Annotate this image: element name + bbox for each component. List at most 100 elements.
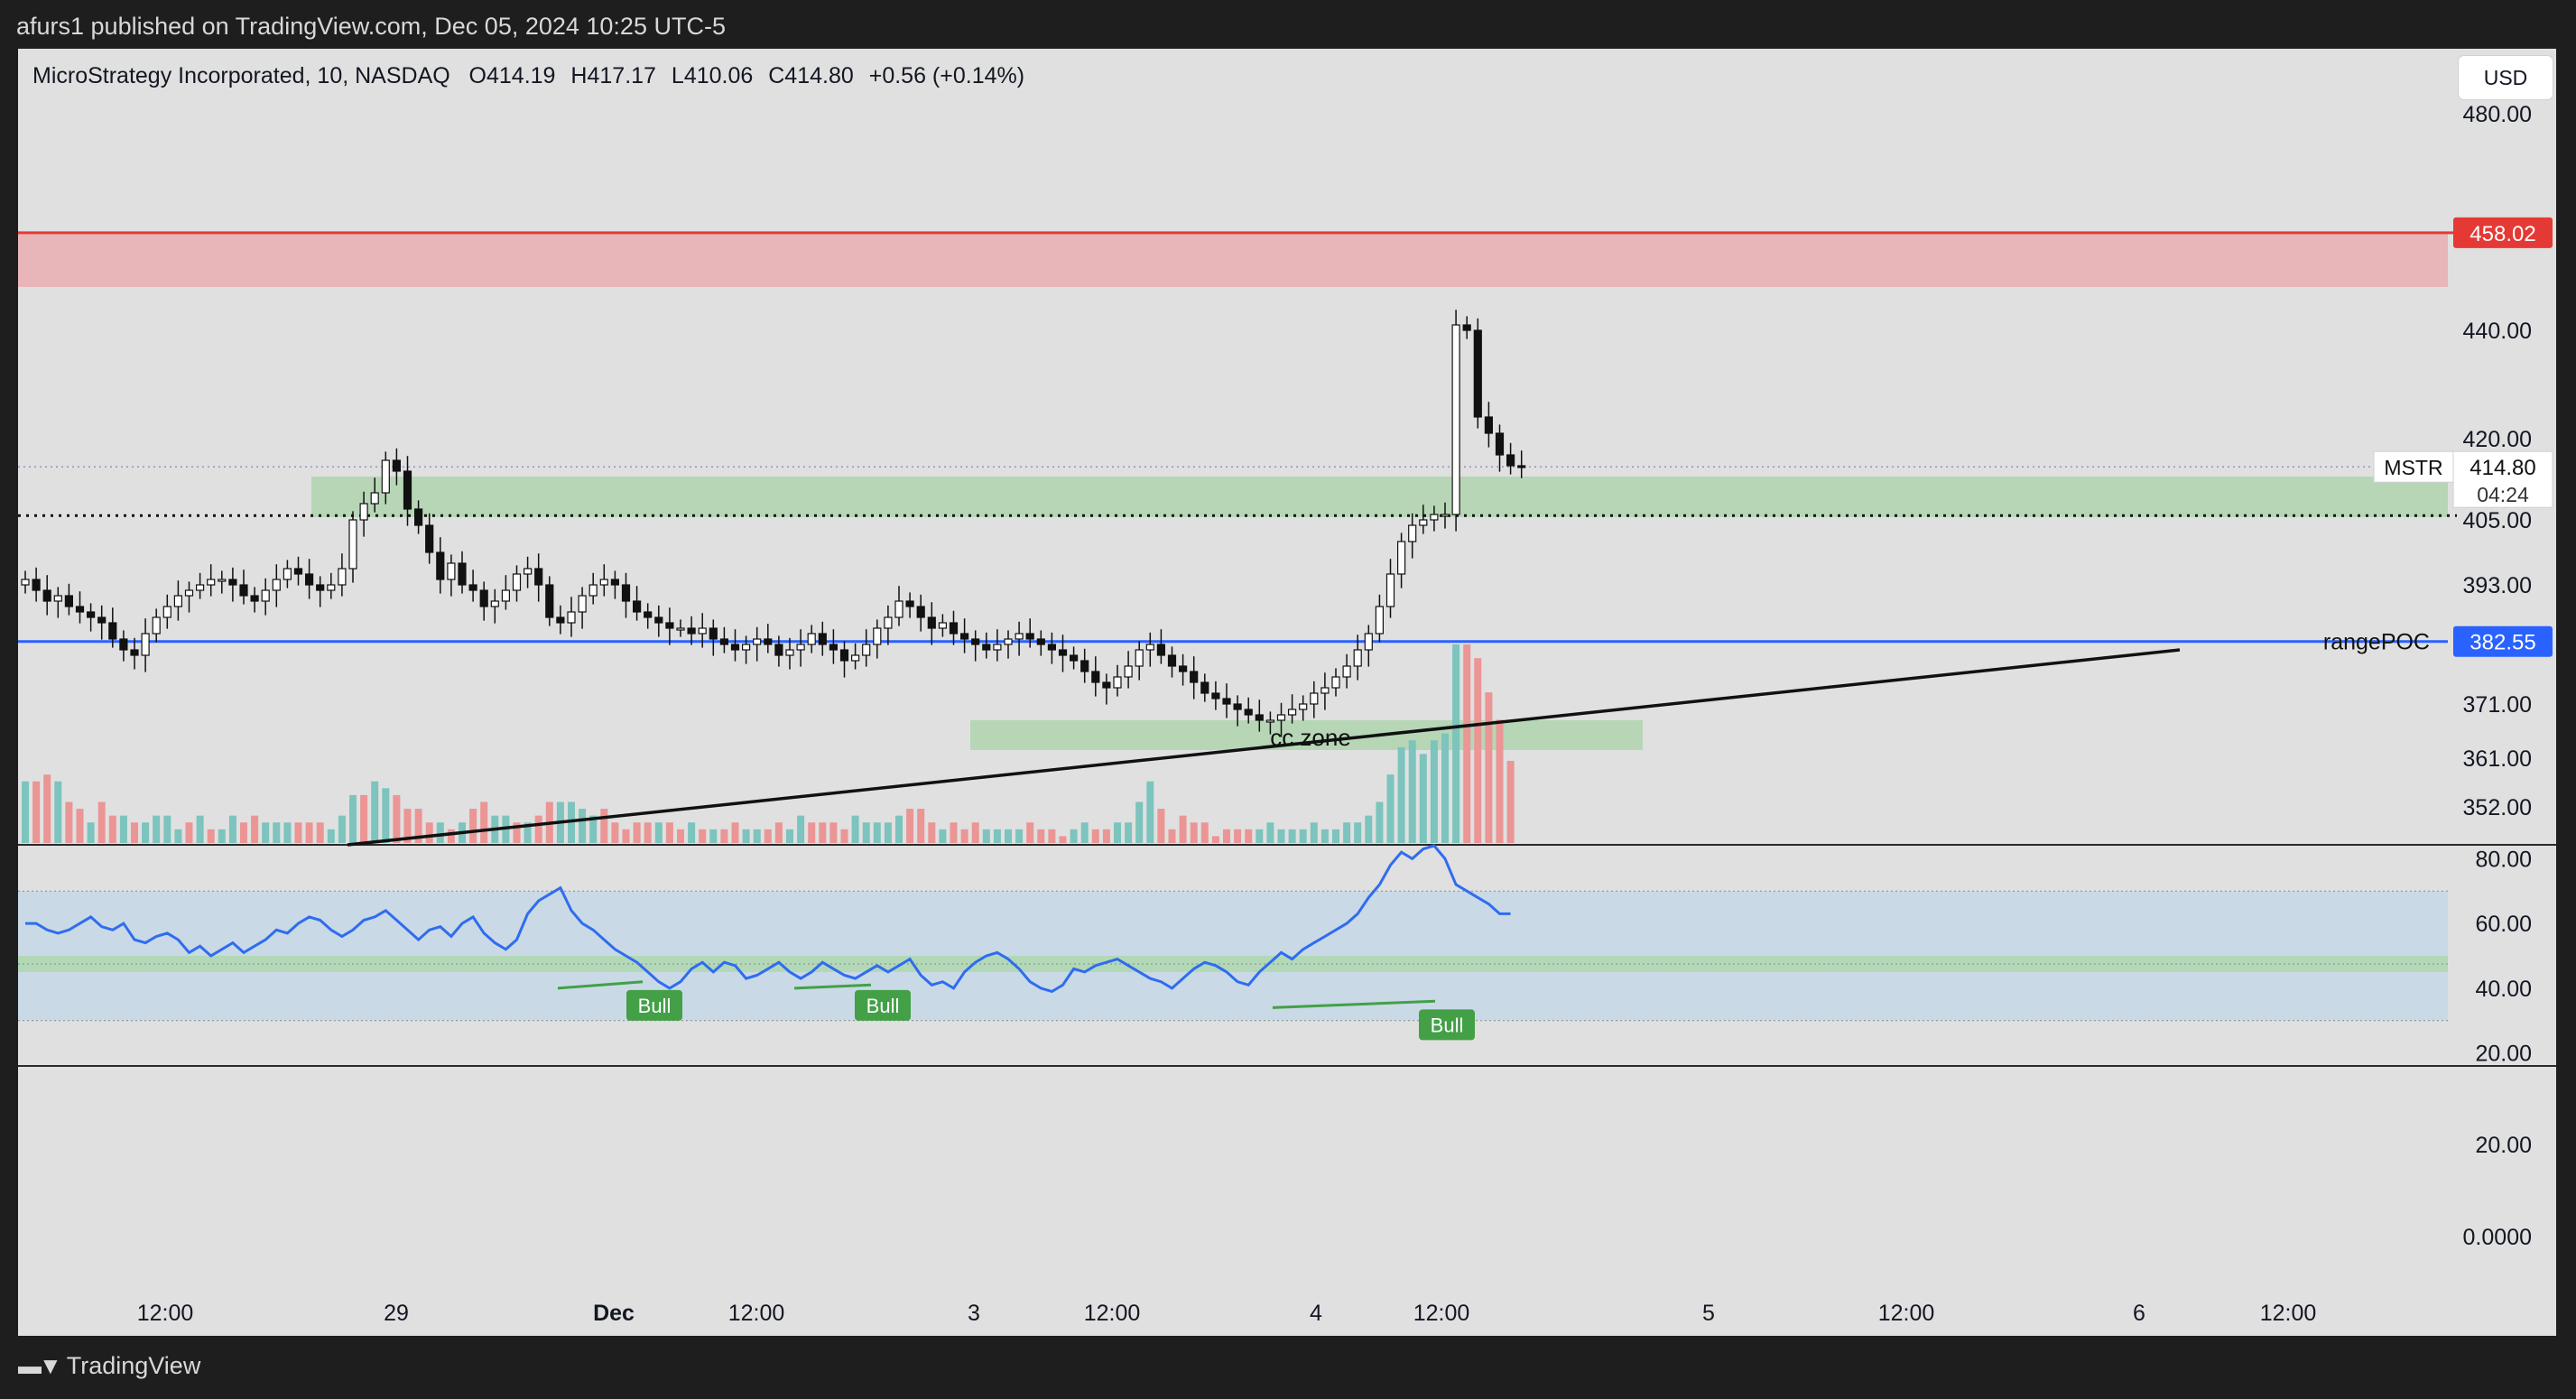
candle (1178, 653, 1188, 686)
volume-bar (1037, 829, 1045, 843)
volume-bar (153, 815, 161, 843)
symbol-tag[interactable] (2373, 450, 2454, 483)
volume-bar (982, 829, 990, 843)
candle (1276, 702, 1286, 737)
candle (1200, 673, 1209, 702)
bull-label[interactable] (626, 989, 682, 1021)
bull-label[interactable] (1419, 1009, 1475, 1041)
candle (1408, 513, 1417, 559)
tradingview-branding[interactable]: ▬▼ TradingView (18, 1352, 200, 1380)
candle (534, 553, 543, 602)
candle (632, 586, 642, 621)
volume-bar (1386, 774, 1395, 843)
volume-bar (240, 822, 247, 843)
resistance-price-tag[interactable] (2453, 217, 2553, 248)
candle (1506, 442, 1515, 475)
candle (578, 587, 587, 629)
symbol-legend[interactable]: MicroStrategy Incorporated, 10, NASDAQ O… (32, 63, 1033, 89)
candle (97, 605, 107, 640)
volume-bar (677, 829, 684, 843)
candle (698, 613, 707, 648)
candle (1430, 505, 1439, 532)
bull-label[interactable] (855, 989, 911, 1021)
candle (753, 626, 762, 662)
time-axis-label: 6 (2133, 1301, 2145, 1326)
volume-bar (633, 822, 641, 843)
candle (1156, 629, 1166, 664)
symbol-name[interactable]: MicroStrategy Incorporated, 10, NASDAQ (32, 63, 450, 88)
symbol-tag-text: MSTR (2384, 456, 2442, 479)
candle (1462, 316, 1471, 339)
volume-bar (764, 829, 772, 843)
candle (468, 570, 477, 602)
candle (173, 580, 182, 621)
candle (250, 587, 259, 613)
candle (32, 567, 41, 602)
currency-button[interactable]: USD (2459, 56, 2553, 99)
volume-bar (906, 809, 914, 843)
volume-bar (1114, 822, 1121, 843)
tradingview-logo-icon: ▬▼ (18, 1352, 62, 1379)
close-label: C (768, 63, 785, 88)
candle (86, 603, 96, 632)
cc-zone[interactable] (970, 720, 1643, 750)
candle (807, 625, 816, 653)
candle (1222, 683, 1231, 718)
demand-zone[interactable] (311, 477, 2448, 517)
rsi-line[interactable] (25, 844, 1511, 994)
candle (305, 559, 314, 599)
volume-bar (644, 822, 652, 843)
candle (949, 610, 959, 645)
candle (152, 608, 161, 643)
volume-bar (469, 809, 477, 843)
volume-bar (862, 822, 870, 843)
candle (610, 570, 620, 599)
volume-bar (1474, 658, 1482, 843)
volume-bar (403, 809, 412, 843)
resistance-price-text: 458.02 (2469, 222, 2535, 246)
time-axis-label: 12:00 (728, 1301, 785, 1326)
price-axis-label: 361.00 (2463, 746, 2532, 772)
candle (873, 619, 882, 659)
candle (556, 605, 565, 635)
candle (1244, 697, 1253, 724)
candle (1375, 594, 1385, 643)
candle (839, 641, 849, 678)
candle (359, 491, 368, 537)
candle (1517, 450, 1526, 478)
bull-label-text: Bull (638, 995, 672, 1017)
price-axis-label: 480.00 (2463, 102, 2532, 127)
volume-bar (22, 781, 29, 843)
volume-bar (960, 829, 968, 843)
cc-zone-label: cc zone (1270, 724, 1351, 751)
volume-bar (131, 822, 138, 843)
candle (403, 456, 412, 526)
volume-bar (480, 801, 488, 843)
last-price-tag[interactable] (2452, 450, 2553, 508)
low-value: 410.06 (683, 63, 754, 88)
volume-bar (338, 815, 346, 843)
volume-bar (1376, 801, 1384, 843)
time-axis-label: 29 (384, 1301, 409, 1326)
candle (196, 572, 205, 599)
candle (283, 560, 292, 588)
price-axis-label: 405.00 (2463, 508, 2532, 533)
candle (905, 592, 914, 618)
volume-bar (447, 829, 455, 843)
candle (654, 605, 663, 637)
volume-bar (654, 822, 663, 843)
trendline[interactable] (347, 648, 2181, 847)
volume-bar (1496, 719, 1504, 843)
range-poc-price-tag[interactable] (2453, 625, 2553, 657)
supply-zone[interactable] (18, 232, 2448, 287)
candle (741, 635, 751, 664)
volume-bar (1430, 740, 1438, 843)
bull-divergence-line (557, 980, 644, 990)
candle (1331, 668, 1340, 697)
candle (1069, 646, 1079, 670)
volume-bar (1354, 822, 1362, 843)
volume-bar (688, 822, 696, 843)
candle (567, 597, 576, 637)
volume-bar (524, 822, 532, 843)
